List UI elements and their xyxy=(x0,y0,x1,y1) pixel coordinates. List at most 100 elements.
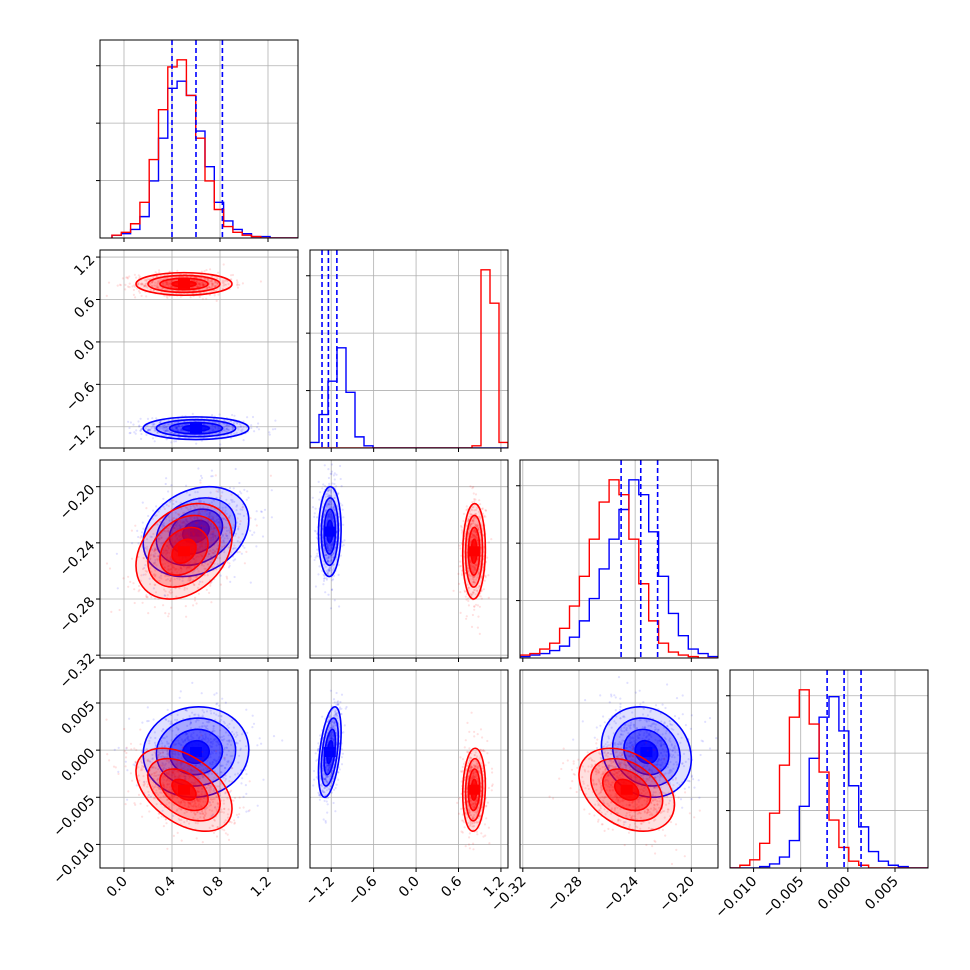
scatter-point xyxy=(137,535,140,539)
scatter-point xyxy=(198,806,201,809)
scatter-point xyxy=(180,567,183,570)
scatter-point xyxy=(163,737,166,740)
scatter-point xyxy=(197,512,200,516)
scatter-point xyxy=(213,562,216,565)
scatter-point xyxy=(185,615,188,618)
scatter-point xyxy=(181,536,184,539)
scatter-point xyxy=(255,524,258,527)
scatter-point xyxy=(218,704,221,707)
scatter-point xyxy=(212,525,215,528)
scatter-point xyxy=(180,761,183,764)
scatter-point xyxy=(137,793,141,797)
scatter-point xyxy=(206,287,209,290)
scatter-point xyxy=(327,489,330,492)
scatter-point xyxy=(196,799,199,802)
scatter-point xyxy=(198,552,201,555)
scatter-point xyxy=(161,541,165,545)
scatter-point xyxy=(168,282,171,285)
scatter-point xyxy=(176,577,179,580)
scatter-point xyxy=(201,281,204,284)
scatter-point xyxy=(184,733,187,736)
scatter-point xyxy=(184,775,187,779)
scatter-point xyxy=(474,516,477,519)
scatter-point xyxy=(170,431,173,434)
scatter-point xyxy=(207,562,210,566)
scatter-point xyxy=(328,494,331,497)
scatter-point xyxy=(215,299,218,302)
scatter-point xyxy=(147,758,150,761)
scatter-point xyxy=(331,541,334,544)
scatter-point xyxy=(211,761,214,764)
scatter-point xyxy=(479,516,482,519)
scatter-point xyxy=(327,559,330,562)
scatter-point xyxy=(162,497,165,500)
scatter-point xyxy=(163,594,166,597)
scatter-point xyxy=(329,513,333,516)
scatter-point xyxy=(116,284,119,287)
scatter-point xyxy=(163,429,166,432)
scatter-point xyxy=(332,563,335,566)
scatter-point xyxy=(164,612,167,615)
scatter-point xyxy=(330,502,333,506)
scatter-point xyxy=(204,277,207,281)
scatter-point xyxy=(473,569,476,572)
scatter-point xyxy=(329,488,332,492)
scatter-point xyxy=(186,532,189,535)
scatter-point xyxy=(139,275,142,278)
scatter-point xyxy=(193,799,196,802)
scatter-point xyxy=(167,547,170,550)
scatter-point xyxy=(186,566,189,569)
scatter-point xyxy=(229,775,232,778)
scatter-point xyxy=(168,770,171,773)
scatter-point xyxy=(212,552,215,555)
scatter-point xyxy=(216,741,219,744)
scatter-point xyxy=(330,470,333,473)
scatter-point xyxy=(160,577,163,580)
scatter-point xyxy=(192,504,195,507)
scatter-point xyxy=(212,548,215,551)
scatter-point xyxy=(221,535,224,538)
scatter-point xyxy=(342,516,345,519)
scatter-point xyxy=(137,555,140,559)
scatter-point xyxy=(143,284,146,287)
scatter-point xyxy=(137,584,141,588)
scatter-point xyxy=(192,781,195,785)
scatter-point xyxy=(193,532,196,535)
scatter-point xyxy=(166,783,169,786)
scatter-point xyxy=(167,564,170,568)
scatter-point xyxy=(322,579,326,583)
scatter-point xyxy=(168,779,171,782)
scatter-point xyxy=(459,547,462,550)
scatter-point xyxy=(333,478,336,481)
scatter-point xyxy=(217,521,220,524)
scatter-point xyxy=(203,525,206,528)
scatter-point xyxy=(147,790,150,793)
scatter-point xyxy=(214,534,217,537)
scatter-point xyxy=(179,774,182,777)
scatter-point xyxy=(176,776,179,779)
scatter-point xyxy=(323,484,327,488)
scatter-point xyxy=(216,702,219,705)
scatter-point xyxy=(214,526,217,530)
scatter-point xyxy=(337,563,340,567)
scatter-point xyxy=(225,529,229,532)
scatter-point xyxy=(471,577,474,581)
scatter-point xyxy=(128,717,131,720)
scatter-point xyxy=(126,769,129,772)
scatter-point xyxy=(162,551,165,554)
scatter-point xyxy=(200,564,203,567)
scatter-point xyxy=(326,559,329,563)
histogram-panel xyxy=(730,670,928,868)
scatter-point xyxy=(214,536,217,540)
scatter-point xyxy=(473,605,476,608)
scatter-point xyxy=(222,541,225,544)
scatter-point xyxy=(166,565,170,568)
scatter-point xyxy=(340,545,343,548)
scatter-point xyxy=(186,507,189,510)
scatter-point xyxy=(168,569,171,572)
scatter-point xyxy=(165,740,169,743)
scatter-point xyxy=(220,736,223,739)
scatter-point xyxy=(207,278,210,282)
scatter-point xyxy=(233,414,236,417)
scatter-point xyxy=(199,777,202,780)
